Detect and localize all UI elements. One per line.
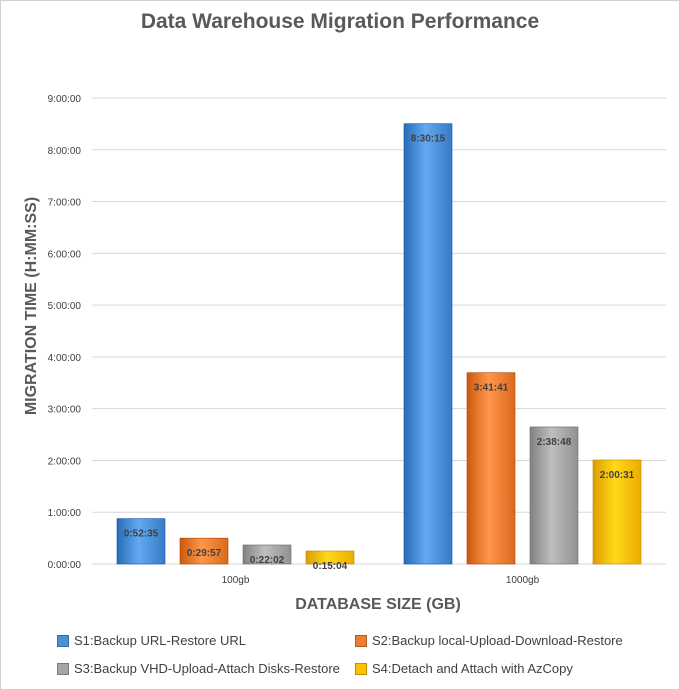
y-tick-label: 3:00:00 <box>48 405 82 416</box>
legend-swatch-s4 <box>355 662 367 675</box>
data-label-s1-100gb: 0:52:35 <box>124 529 159 540</box>
data-label-s2-1000gb: 3:41:41 <box>474 383 509 394</box>
bar-s1-1000gb <box>403 123 453 565</box>
bar-s4-1000gb <box>592 459 642 565</box>
chart-title: Data Warehouse Migration Performance <box>140 10 540 33</box>
data-label-s3-100gb: 0:22:02 <box>250 555 285 566</box>
y-tick-label: 7:00:00 <box>48 198 82 209</box>
y-tick-label: 1:00:00 <box>48 508 82 519</box>
legend-item-s1: S1:Backup URL-Restore URL <box>57 633 246 648</box>
legend-swatch-s1 <box>57 634 69 647</box>
legend-label-s2: S2:Backup local-Upload-Download-Restore <box>372 633 623 648</box>
data-label-s4-100gb: 0:15:04 <box>313 561 348 572</box>
legend-label-s1: S1:Backup URL-Restore URL <box>74 633 246 648</box>
bar-s2-100gb <box>179 537 229 565</box>
y-axis-label: MIGRATION TIME (H:MM:SS) <box>23 197 40 415</box>
bar-s4-100gb <box>305 550 355 565</box>
legend-item-s4: S4:Detach and Attach with AzCopy <box>355 661 573 676</box>
bar-s2-1000gb <box>466 372 516 565</box>
y-tick-label: 9:00:00 <box>48 94 82 105</box>
legend-item-s2: S2:Backup local-Upload-Download-Restore <box>355 633 623 648</box>
x-tick-label: 1000gb <box>506 575 540 586</box>
y-tick-label: 4:00:00 <box>48 353 82 364</box>
legend-label-s4: S4:Detach and Attach with AzCopy <box>372 661 573 676</box>
legend-swatch-s3 <box>57 662 69 675</box>
y-tick-label: 5:00:00 <box>48 301 82 312</box>
bar-s1-100gb <box>116 518 166 565</box>
legend-label-s3: S3:Backup VHD-Upload-Attach Disks-Restor… <box>74 661 340 676</box>
x-axis-label: DATABASE SIZE (GB) <box>295 596 461 613</box>
bar-s3-100gb <box>242 544 292 565</box>
data-label-s4-1000gb: 2:00:31 <box>600 470 635 481</box>
data-label-s2-100gb: 0:29:57 <box>187 548 222 559</box>
bar-s3-1000gb <box>529 426 579 565</box>
data-label-s3-1000gb: 2:38:48 <box>537 437 572 448</box>
y-tick-label: 6:00:00 <box>48 249 82 260</box>
data-label-s1-1000gb: 8:30:15 <box>411 134 446 145</box>
legend-item-s3: S3:Backup VHD-Upload-Attach Disks-Restor… <box>57 661 340 676</box>
y-tick-label: 8:00:00 <box>48 146 82 157</box>
x-tick-label: 100gb <box>222 575 250 586</box>
legend-swatch-s2 <box>355 634 367 647</box>
y-tick-label: 2:00:00 <box>48 456 82 467</box>
y-tick-label: 0:00:00 <box>48 560 82 571</box>
